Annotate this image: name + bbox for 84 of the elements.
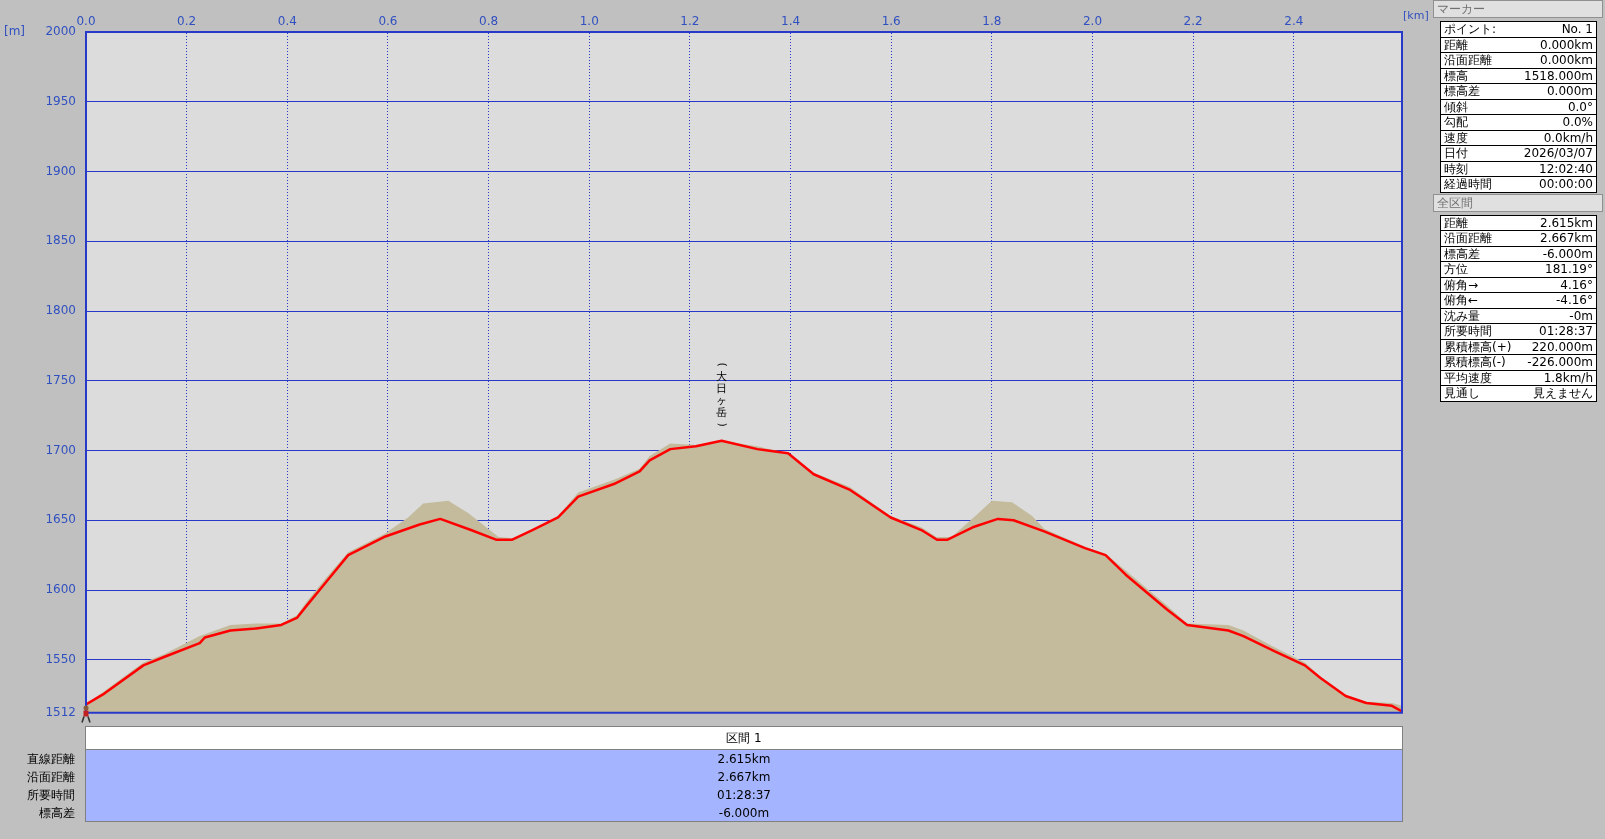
text: 俯角→ (1444, 277, 1479, 292)
text: 01:28:37 (85, 786, 1403, 804)
y-tick-label: 1700 (45, 442, 76, 457)
y-tick-label: 1512 (45, 704, 76, 719)
x-tick-label: 0.6 (378, 13, 398, 28)
x-tick-label: 1.8 (982, 13, 1002, 28)
text: 標高差 (1444, 84, 1480, 99)
text: 0.000m (1546, 84, 1593, 99)
text: 2.615km (1540, 215, 1593, 230)
text: 距離 (1444, 215, 1468, 230)
text: 沿面距離 (1444, 53, 1492, 68)
text: 2.667km (85, 768, 1403, 786)
text: -6.000m (1542, 246, 1593, 261)
text: 181.19° (1545, 262, 1593, 277)
y-tick-label: 1950 (45, 93, 76, 108)
text: 1518.000m (1524, 68, 1593, 83)
text: 俯角← (1444, 293, 1479, 308)
x-tick-label: 0.2 (177, 13, 197, 28)
text: 220.000m (1531, 339, 1593, 354)
text: 2.615km (85, 750, 1403, 768)
text: 0.0% (1562, 115, 1593, 130)
y-tick-label: 2000 (45, 24, 76, 39)
text: 時刻 (1444, 161, 1468, 176)
text: 12:02:40 (1539, 161, 1593, 176)
text: 経過時間 (1444, 177, 1492, 192)
text: 標高 (1444, 68, 1468, 83)
x-tick-label: 0.0 (76, 13, 96, 28)
text: 見通し (1444, 386, 1480, 401)
y-tick-label: 1900 (45, 163, 76, 178)
text: 4.16° (1560, 277, 1593, 292)
text: 全区間 (1433, 193, 1603, 212)
text: 距離 (1444, 37, 1468, 52)
x-tick-label: 0.4 (277, 13, 297, 28)
y-axis-title: [m] (4, 24, 26, 39)
text: 所要時間 (1444, 324, 1492, 339)
text: 所要時間 (26, 787, 76, 804)
text: 0.000km (1540, 53, 1593, 68)
annotation: (大日ヶ岳) (715, 362, 729, 427)
text: 1.8km/h (1543, 370, 1593, 385)
text: 沈み量 (1444, 308, 1480, 323)
y-tick-label: 1650 (45, 512, 76, 527)
text: 標高差 (1444, 246, 1480, 261)
text: 0.0km/h (1543, 130, 1593, 145)
x-tick-label: 1.2 (680, 13, 700, 28)
text: 0.0° (1567, 99, 1593, 114)
y-tick-label: 1800 (45, 303, 76, 318)
text: 0.000km (1540, 37, 1593, 52)
x-axis-title: [km] (1403, 8, 1429, 22)
y-tick-label: 1600 (45, 582, 76, 597)
text: ポイント: (1444, 22, 1497, 37)
text: 2026/03/07 (1523, 146, 1593, 161)
text: -6.000m (85, 804, 1403, 822)
text: 区間 1 (85, 726, 1403, 750)
text: 速度 (1444, 130, 1468, 145)
x-tick-label: 2.0 (1082, 13, 1103, 28)
y-tick-label: 1550 (45, 651, 76, 666)
text: 沿面距離 (26, 769, 76, 786)
text: 方位 (1444, 262, 1468, 277)
text: 累積標高(-) (1444, 355, 1506, 370)
text: 沿面距離 (1444, 231, 1492, 246)
text: 累積標高(+) (1444, 339, 1512, 354)
text: マーカー (1433, 0, 1603, 18)
x-tick-label: 1.4 (781, 13, 801, 28)
x-tick-label: 2.2 (1183, 13, 1203, 28)
x-tick-label: 2.4 (1284, 13, 1304, 28)
text: No. 1 (1561, 22, 1593, 37)
text: 傾斜 (1444, 99, 1468, 114)
text: -226.000m (1527, 355, 1593, 370)
text: 01:28:37 (1539, 324, 1593, 339)
text: -0m (1569, 308, 1593, 323)
text: 平均速度 (1444, 370, 1492, 385)
text: 直線距離 (26, 751, 76, 768)
y-tick-label: 1750 (45, 372, 76, 387)
text: 標高差 (38, 805, 76, 822)
x-tick-label: 0.8 (479, 13, 499, 28)
x-tick-label: 1.6 (881, 13, 901, 28)
text: 日付 (1444, 146, 1468, 161)
text: 00:00:00 (1539, 177, 1593, 192)
text: 見えません (1533, 386, 1593, 401)
text: -4.16° (1555, 293, 1593, 308)
text: 2.667km (1540, 231, 1593, 246)
x-tick-label: 1.0 (579, 13, 599, 28)
y-tick-label: 1850 (45, 233, 76, 248)
text: 勾配 (1444, 115, 1468, 130)
